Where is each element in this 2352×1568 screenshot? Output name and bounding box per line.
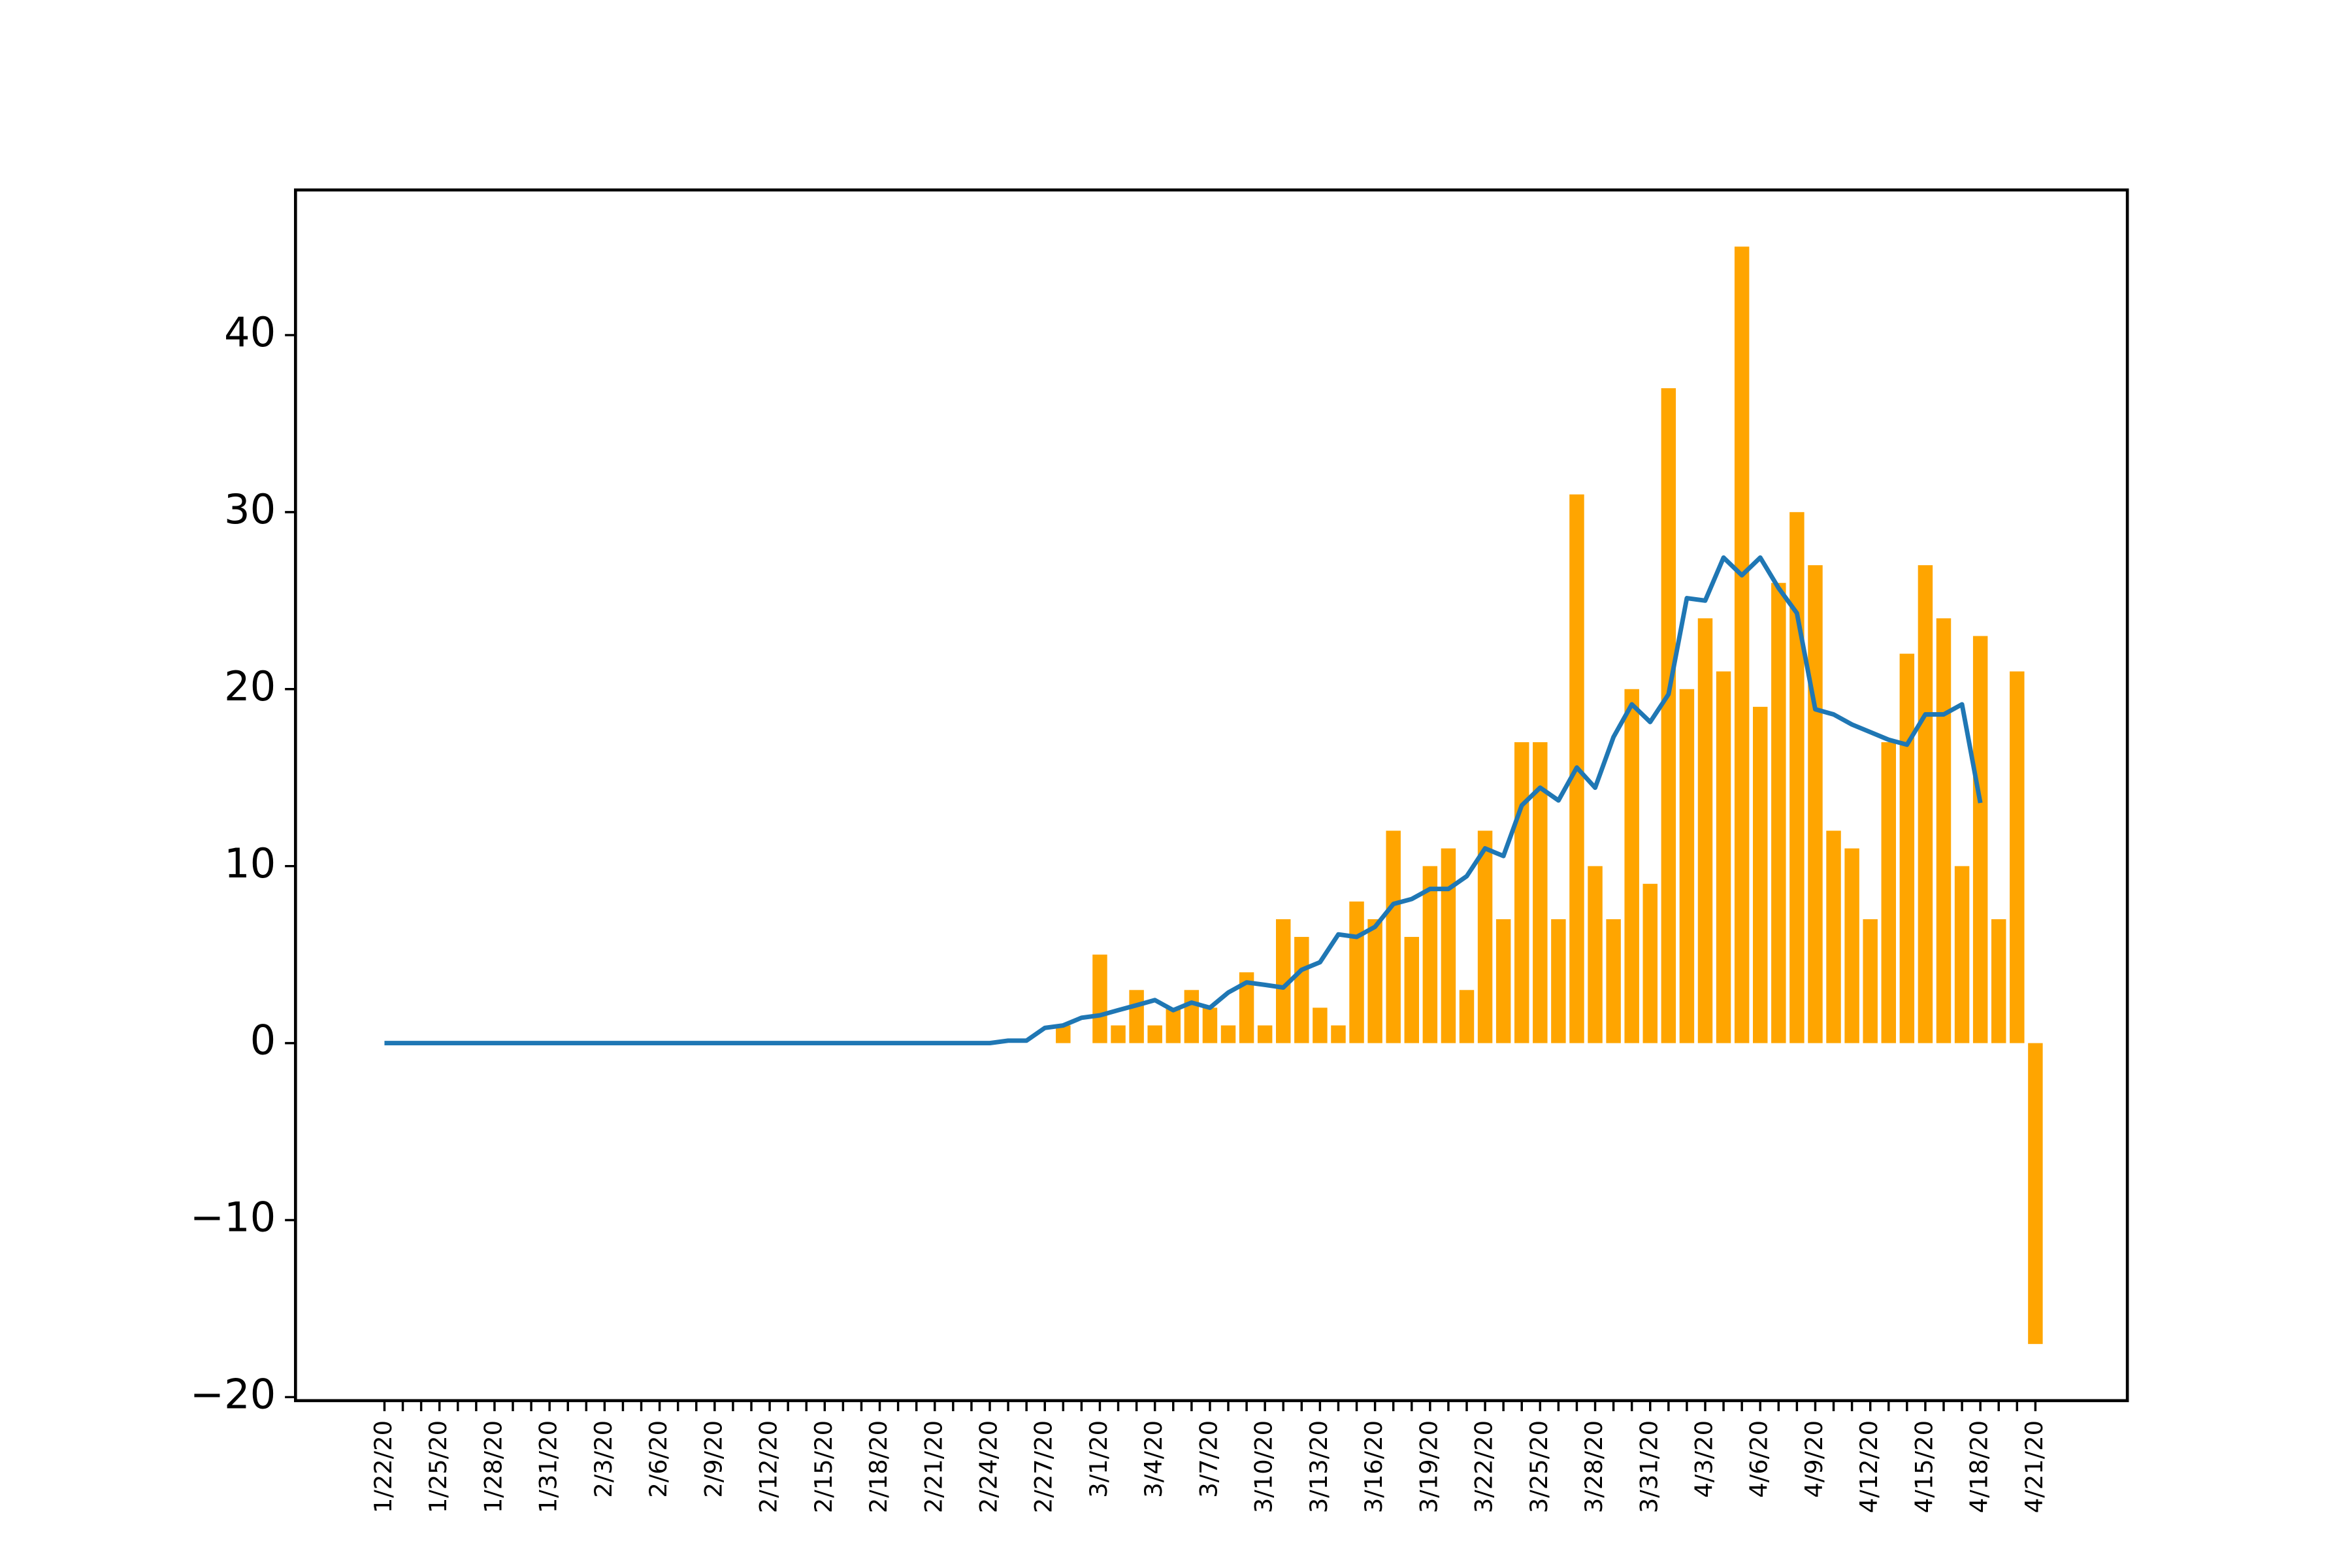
bar [1606,919,1621,1043]
x-tick-label: 2/9/20 [699,1420,727,1498]
bar [1294,937,1309,1043]
bar [1881,742,1896,1043]
bar [1404,937,1419,1043]
bar [1899,653,1915,1043]
bar [1129,990,1144,1043]
bar [1056,1025,1071,1043]
x-tick-label: 3/28/20 [1580,1420,1608,1513]
bar [2010,671,2025,1043]
moving-average-line [384,555,1983,1046]
y-tick-label: 20 [224,662,276,710]
bar [1844,848,1859,1043]
bar [1331,1025,1346,1043]
bar [1624,689,1639,1043]
x-tick-label: 3/7/20 [1194,1420,1222,1498]
bar [1495,919,1511,1043]
bar [1276,919,1291,1043]
x-tick-label: 3/16/20 [1360,1420,1388,1513]
bar [1936,618,1952,1043]
bar [1863,919,1878,1043]
bar [1147,1025,1162,1043]
y-tick-label: 30 [224,485,276,533]
x-tick-label: 2/15/20 [809,1420,838,1513]
x-tick-label: 3/25/20 [1525,1420,1553,1513]
y-tick-label: −10 [190,1194,276,1241]
plot-frame [293,188,2129,1403]
x-tick-label: 1/25/20 [424,1420,452,1513]
x-tick-label: 2/21/20 [919,1420,947,1513]
x-tick-label: 4/21/20 [2020,1420,2048,1513]
bar [1184,990,1200,1043]
bar [1220,1025,1236,1043]
x-tick-label: 3/19/20 [1414,1420,1443,1513]
bar [1972,636,1988,1043]
x-tick-label: 4/12/20 [1855,1420,1883,1513]
bar [1239,972,1254,1043]
bar [1092,955,1107,1043]
x-tick-label: 3/1/20 [1085,1420,1113,1498]
bar [1753,706,1768,1043]
x-tick-label: 2/18/20 [864,1420,892,1513]
bar [1642,883,1658,1043]
x-tick-label: 2/6/20 [644,1420,672,1498]
bar [1954,866,1970,1043]
x-tick-label: 4/3/20 [1690,1420,1718,1498]
bar [1533,742,1548,1043]
bar [1514,742,1529,1043]
bar [1789,512,1805,1043]
x-tick-label: 1/31/20 [534,1420,563,1513]
x-tick-label: 3/31/20 [1635,1420,1663,1513]
x-tick-label: 1/28/20 [479,1420,507,1513]
bar [1202,1007,1218,1043]
y-tick-label: −20 [190,1371,276,1418]
bar [1477,830,1493,1043]
bar [1386,830,1401,1043]
bar [1918,565,1933,1043]
x-tick-label: 4/6/20 [1745,1420,1773,1498]
x-tick-label: 1/22/20 [369,1420,397,1513]
x-tick-label: 3/13/20 [1305,1420,1333,1513]
x-tick-label: 4/9/20 [1800,1420,1828,1498]
bar [1679,689,1695,1043]
y-tick-label: 40 [224,308,276,356]
bar [1697,618,1713,1043]
bar [1313,1007,1328,1043]
x-tick-label: 2/12/20 [755,1420,783,1513]
bar [1661,388,1676,1043]
bar [1459,990,1475,1043]
bar [1367,919,1382,1043]
bar [1349,901,1364,1043]
bar [1991,919,2006,1043]
y-tick-label: 10 [224,840,276,887]
bar [1166,1007,1181,1043]
y-tick-label: 0 [250,1017,276,1064]
x-tick-label: 3/10/20 [1250,1420,1278,1513]
bar [1111,1025,1126,1043]
x-tick-label: 2/27/20 [1030,1420,1058,1513]
bar [1588,866,1603,1043]
bar [1422,866,1438,1043]
x-tick-label: 2/3/20 [589,1420,617,1498]
bar [1441,848,1456,1043]
bar [1734,246,1750,1043]
x-tick-label: 3/22/20 [1470,1420,1498,1513]
bar [2028,1043,2043,1345]
x-tick-label: 4/18/20 [1965,1420,1993,1513]
bar [1257,1025,1273,1043]
bar [1771,583,1786,1043]
bar [1551,919,1566,1043]
x-tick-label: 3/4/20 [1139,1420,1168,1498]
bar [1808,565,1823,1043]
bar [1716,671,1731,1043]
x-tick-label: 2/24/20 [975,1420,1003,1513]
bar [1826,830,1841,1043]
x-tick-label: 4/15/20 [1910,1420,1938,1513]
